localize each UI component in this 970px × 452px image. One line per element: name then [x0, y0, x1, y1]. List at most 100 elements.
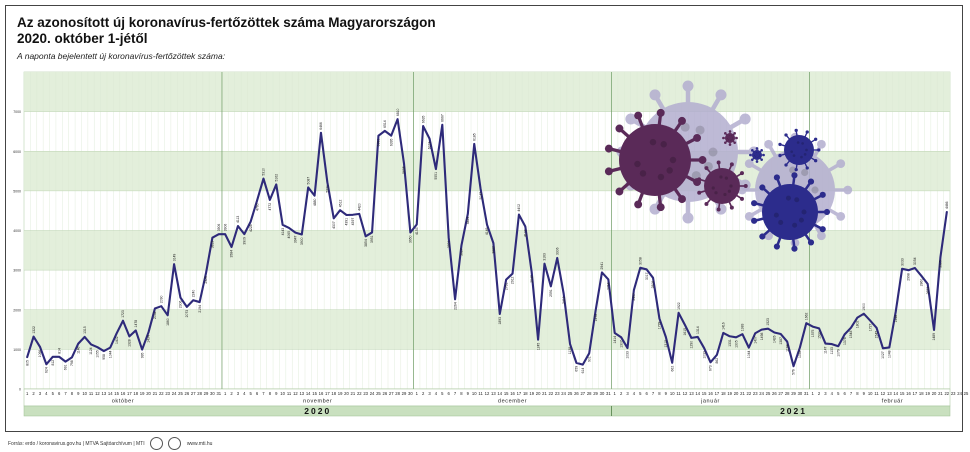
day-tick-label: 25: [178, 391, 183, 396]
data-point: [294, 231, 297, 234]
data-label: 1315: [83, 326, 87, 334]
data-label: 2032: [153, 311, 157, 319]
month-label: október: [112, 399, 135, 405]
data-label: 1049: [798, 350, 802, 358]
day-tick-label: 26: [185, 391, 190, 396]
data-point: [824, 342, 827, 345]
day-tick-label: 17: [325, 391, 330, 396]
data-label: 798: [70, 360, 74, 366]
data-label: 4423: [466, 217, 470, 225]
data-label: 1133: [830, 347, 834, 354]
data-label: 1662: [805, 312, 809, 320]
website-link[interactable]: www.mti.hu: [186, 440, 213, 447]
data-point: [633, 289, 635, 291]
data-label: 3058: [638, 257, 642, 265]
virus-spike-tip: [836, 212, 846, 221]
data-point: [345, 214, 348, 216]
day-tick-label: 20: [932, 391, 937, 396]
virus-spike-tip: [759, 184, 766, 191]
data-label: 2941: [600, 262, 604, 270]
day-tick-label: 25: [376, 391, 381, 396]
y-tick-label: 0: [19, 388, 21, 392]
virus-spike-tip: [682, 212, 694, 224]
data-label: 1922: [677, 302, 681, 310]
data-point: [333, 217, 335, 220]
day-tick-label: 12: [95, 391, 100, 396]
day-tick-label: 15: [702, 391, 707, 396]
data-point: [933, 329, 935, 331]
data-point: [205, 272, 207, 274]
data-point: [677, 312, 680, 314]
data-point: [77, 342, 79, 345]
day-tick-label: 16: [510, 391, 515, 396]
data-point: [869, 319, 871, 322]
virus-spot: [789, 166, 797, 174]
virus-spike-tip: [843, 185, 853, 195]
data-point: [735, 336, 737, 338]
data-label: 3054: [913, 257, 917, 265]
virus-spike-tip: [656, 203, 665, 212]
data-point: [390, 134, 392, 137]
data-label: 3821: [447, 240, 451, 248]
data-label: 2240: [191, 290, 195, 298]
data-point: [505, 278, 507, 281]
data-point: [460, 244, 463, 246]
data-label: 2306: [179, 301, 183, 309]
data-point: [709, 361, 712, 364]
data-label: 1315: [664, 340, 668, 348]
data-point: [754, 332, 756, 334]
day-tick-label: 5: [837, 391, 840, 396]
virus-spot: [731, 138, 733, 140]
day-tick-label: 6: [843, 391, 846, 396]
data-label: 1948: [894, 315, 898, 323]
data-point: [192, 299, 194, 301]
data-label: 2912: [511, 277, 515, 285]
year-label: 2020: [304, 406, 331, 416]
day-tick-label: 5: [52, 391, 55, 396]
day-tick-label: 4: [435, 391, 438, 396]
virus-spike-tip: [722, 136, 725, 140]
data-label: 1387: [779, 337, 783, 345]
data-label: 2497: [632, 293, 636, 301]
data-label: 1307: [619, 340, 623, 348]
data-label: 4466: [945, 201, 949, 209]
virus-spot: [792, 222, 798, 228]
virus-spike-tip: [737, 185, 747, 195]
data-point: [218, 233, 220, 235]
data-point: [811, 325, 814, 328]
month-label: november: [303, 399, 332, 405]
day-tick-label: 4: [831, 391, 834, 396]
data-point: [760, 328, 763, 331]
virus-purple-small-icon: [697, 160, 748, 212]
virus-spike-tip: [735, 136, 738, 140]
virus-spike-tip: [784, 163, 788, 167]
data-point: [326, 181, 329, 183]
data-label: 6514: [383, 120, 387, 128]
day-tick-label: 1: [812, 391, 815, 396]
data-label: 3947: [294, 235, 298, 243]
data-label: 1044: [108, 351, 112, 359]
day-tick-label: 1: [416, 391, 419, 396]
data-point: [447, 236, 450, 239]
data-point: [895, 311, 897, 313]
day-tick-label: 1: [224, 391, 227, 396]
data-label: 6466: [319, 122, 323, 130]
virus-spike-tip: [755, 147, 759, 150]
data-label: 3627: [460, 248, 464, 256]
data-label: 958: [102, 354, 106, 360]
virus-spot: [756, 152, 758, 153]
data-label: 1124: [89, 347, 93, 354]
virus-spike-tip: [817, 148, 821, 152]
data-point: [198, 301, 201, 303]
data-label: 4760: [255, 203, 259, 211]
virus-spike-tip: [716, 207, 721, 212]
data-point: [645, 268, 648, 271]
data-point: [499, 313, 501, 315]
y-tick-label: 4000: [13, 229, 21, 233]
data-label: 4772: [268, 203, 272, 211]
day-tick-label: 20: [146, 391, 151, 396]
virus-spike-tip: [716, 160, 721, 165]
day-tick-label: 20: [734, 391, 739, 396]
data-point: [716, 354, 718, 356]
day-tick-label: 28: [395, 391, 400, 396]
